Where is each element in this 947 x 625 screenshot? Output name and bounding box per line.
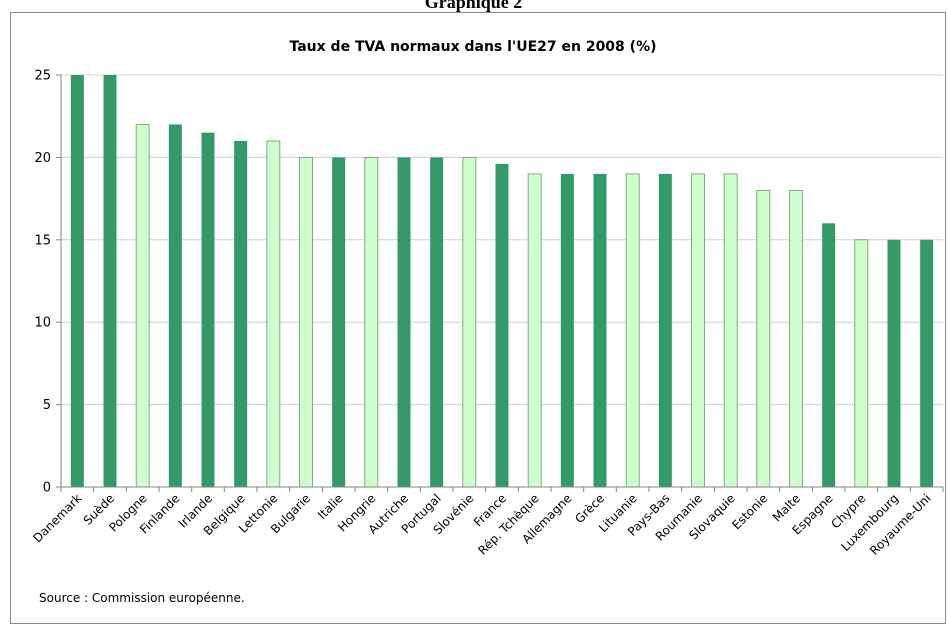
bar-slov-nie bbox=[462, 156, 477, 488]
bar-slovaquie bbox=[723, 173, 738, 488]
bar-lettonie bbox=[266, 140, 281, 488]
bar-hongrie bbox=[364, 156, 379, 488]
x-tick-label-estonie: Estonie bbox=[729, 491, 770, 532]
bar-bulgarie bbox=[299, 156, 313, 488]
y-tick-label-15: 15 bbox=[34, 233, 51, 248]
x-tick-label-danemark: Danemark bbox=[30, 491, 84, 545]
source-note: Source : Commission européenne. bbox=[39, 591, 245, 605]
x-axis-labels: DanemarkSuèdePologneFinlandeIrlandeBelgi… bbox=[30, 491, 933, 558]
bar-gr-ce bbox=[593, 173, 607, 487]
graphique-title: Graphique 2 bbox=[424, 0, 523, 12]
bar-portugal bbox=[430, 157, 444, 487]
bar-chart: Taux de TVA normaux dans l'UE27 en 2008 … bbox=[30, 39, 944, 605]
bar-italie bbox=[332, 157, 346, 487]
bar-pays-bas bbox=[658, 173, 672, 487]
bar-su-de bbox=[103, 75, 117, 487]
bar-danemark bbox=[70, 75, 84, 487]
chart-frame: Taux de TVA normaux dans l'UE27 en 2008 … bbox=[10, 12, 946, 624]
bar-chypre bbox=[854, 239, 869, 488]
bar-autriche bbox=[397, 157, 411, 487]
axes bbox=[60, 75, 944, 492]
y-axis-ticks: 0 5 10 15 20 25 bbox=[34, 69, 61, 496]
bar-pologne bbox=[135, 124, 150, 488]
y-tick-label-10: 10 bbox=[34, 316, 51, 331]
y-tick-label-0: 0 bbox=[43, 481, 51, 496]
bar-espagne bbox=[822, 223, 836, 487]
bar-france bbox=[495, 163, 509, 487]
chart-title: Taux de TVA normaux dans l'UE27 en 2008 … bbox=[289, 39, 656, 55]
bar-irlande bbox=[201, 132, 215, 487]
y-tick-label-25: 25 bbox=[34, 69, 51, 84]
bar-roumanie bbox=[691, 173, 705, 488]
bar-belgique bbox=[234, 140, 248, 488]
bar-luxembourg bbox=[887, 239, 901, 487]
bar-finlande bbox=[168, 124, 182, 487]
bar-allemagne bbox=[560, 173, 574, 487]
bar-r-p-tch-que bbox=[527, 173, 542, 488]
bar-royaume-uni bbox=[920, 239, 934, 487]
bar-lituanie bbox=[625, 173, 640, 488]
y-tick-label-20: 20 bbox=[34, 151, 51, 166]
bar-malte bbox=[789, 189, 803, 488]
bars bbox=[70, 75, 934, 488]
header: Graphique 2 bbox=[0, 0, 947, 12]
y-tick-label-5: 5 bbox=[43, 398, 51, 413]
bar-estonie bbox=[756, 189, 771, 488]
